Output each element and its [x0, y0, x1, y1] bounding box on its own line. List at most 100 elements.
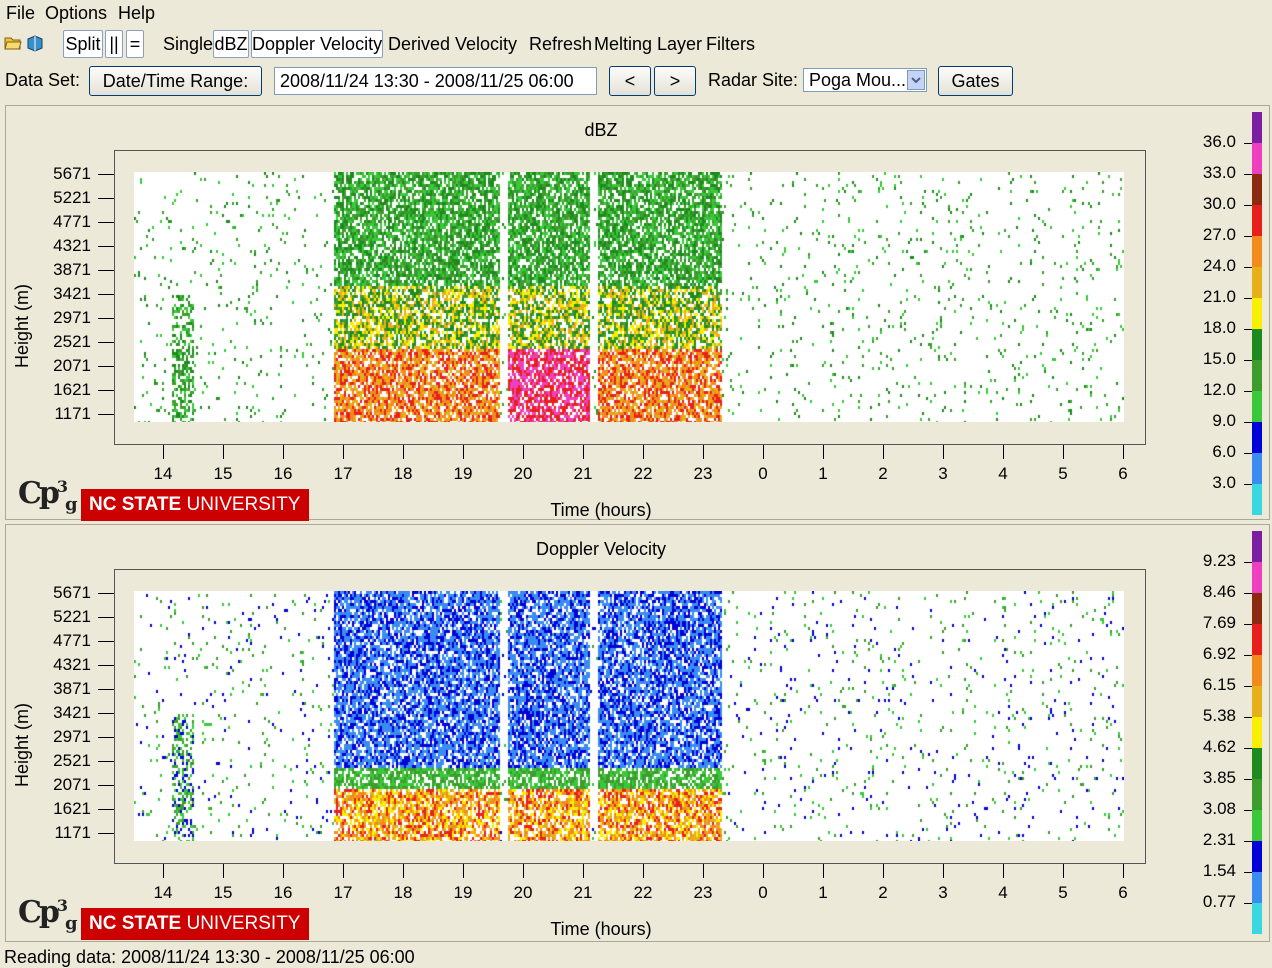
y-tick-label: 3871	[53, 679, 91, 698]
open-folder-icon[interactable]	[4, 34, 22, 52]
colorbar-segment	[1252, 484, 1262, 515]
colorbar-segment	[1252, 236, 1262, 267]
radar-site-label: Radar Site:	[708, 70, 799, 90]
y-tick-label: 1171	[54, 404, 91, 423]
x-tick-label: 14	[153, 464, 173, 483]
colorbar-label: 6.0	[1212, 442, 1236, 461]
date-time-range-button[interactable]: Date/Time Range:	[89, 66, 262, 96]
x-tick-mark	[1063, 864, 1064, 878]
menu-help[interactable]: Help	[118, 3, 156, 23]
next-button[interactable]: >	[654, 66, 696, 96]
colorbar-tick	[1244, 329, 1252, 330]
colorbar-tick	[1244, 686, 1252, 687]
x-tick-mark	[823, 445, 824, 459]
colorbar-segment	[1252, 329, 1262, 360]
refresh-button[interactable]: Refresh	[529, 34, 593, 54]
y-tick-mark	[98, 809, 114, 810]
y-tick-label: 5221	[53, 607, 91, 626]
date-time-range-field[interactable]: 2008/11/24 13:30 - 2008/11/25 06:00	[274, 67, 597, 95]
derived-velocity-button[interactable]: Derived Velocity	[388, 34, 518, 54]
colorbar-label: 8.46	[1202, 582, 1236, 601]
colorbar-label: 33.0	[1202, 163, 1236, 182]
horizontal-split-button[interactable]: =	[126, 30, 144, 58]
x-tick-mark	[163, 445, 164, 459]
x-tick-label: 16	[273, 464, 293, 483]
filters-button[interactable]: Filters	[706, 34, 755, 54]
y-tick-mark	[98, 414, 114, 415]
y-tick-label: 4321	[53, 236, 91, 255]
colorbar-label: 0.77	[1202, 892, 1236, 911]
x-tick-mark	[763, 445, 764, 459]
vertical-split-button[interactable]: ||	[105, 30, 123, 58]
dbz-panel: dBZ 5671 5221 4771 4321 3871 3421 2971 2521 2071…	[5, 105, 1270, 521]
y-tick-mark	[98, 785, 114, 786]
y-tick-mark	[98, 737, 114, 738]
colorbar-label: 6.92	[1202, 644, 1236, 663]
y-tick-label: 1621	[53, 799, 91, 818]
colorbar-tick	[1244, 267, 1252, 268]
ncsu-logo: NC STATE UNIVERSITY	[81, 908, 309, 940]
dbz-y-axis-label: Height (m)	[12, 283, 32, 368]
colorbar-segment	[1252, 717, 1262, 748]
doppler-y-axis-label: Height (m)	[12, 702, 32, 787]
y-tick-label: 2521	[53, 332, 91, 351]
dbz-button[interactable]: dBZ	[213, 30, 249, 58]
doppler-heatmap	[134, 591, 1124, 841]
toolbar: Split || = Single dBZ Doppler Velocity D…	[0, 30, 1272, 60]
colorbar-segment	[1252, 593, 1262, 624]
book-icon[interactable]	[26, 34, 44, 52]
menu-file[interactable]: File	[6, 3, 36, 23]
x-tick-label: 22	[633, 464, 653, 483]
colorbar-tick	[1244, 748, 1252, 749]
x-tick-label: 15	[213, 464, 233, 483]
y-tick-label: 5221	[53, 188, 91, 207]
x-tick-label: 1	[818, 464, 828, 483]
x-tick-mark	[523, 445, 524, 459]
colorbar-tick	[1244, 717, 1252, 718]
single-button[interactable]: Single	[163, 34, 214, 54]
split-button[interactable]: Split	[63, 30, 103, 58]
colorbar-tick	[1244, 841, 1252, 842]
colorbar-segment	[1252, 143, 1262, 174]
doppler-plot-area[interactable]	[134, 591, 1124, 841]
doppler-velocity-button[interactable]: Doppler Velocity	[251, 30, 383, 58]
y-tick-mark	[98, 761, 114, 762]
colorbar-segment	[1252, 748, 1262, 779]
x-tick-label: 5	[1058, 464, 1068, 483]
chevron-down-icon[interactable]	[907, 70, 925, 90]
radar-site-select[interactable]: Poga Mou...	[803, 68, 927, 92]
colorbar-label: 2.31	[1202, 830, 1236, 849]
x-tick-label: 2	[878, 883, 888, 902]
x-tick-mark	[163, 864, 164, 878]
colorbar-tick	[1244, 143, 1252, 144]
x-tick-label: 15	[213, 883, 233, 902]
colorbar-segment	[1252, 112, 1262, 143]
colorbar-tick	[1244, 593, 1252, 594]
gates-button[interactable]: Gates	[938, 66, 1013, 96]
menu-options[interactable]: Options	[45, 3, 108, 23]
y-tick-mark	[98, 366, 114, 367]
dbz-plot-area[interactable]	[134, 172, 1124, 422]
x-tick-mark	[1003, 445, 1004, 459]
colorbar-label: 18.0	[1202, 318, 1236, 337]
x-tick-label: 18	[393, 883, 413, 902]
x-tick-label: 18	[393, 464, 413, 483]
colorbar-segment	[1252, 624, 1262, 655]
x-tick-label: 0	[758, 464, 768, 483]
previous-button[interactable]: <	[609, 66, 651, 96]
colorbar-tick	[1244, 391, 1252, 392]
melting-layer-button[interactable]: Melting Layer	[594, 34, 703, 54]
colorbar-label: 1.54	[1202, 861, 1236, 880]
colorbar-segment	[1252, 360, 1262, 391]
y-tick-label: 5671	[53, 583, 91, 602]
y-tick-label: 2521	[53, 751, 91, 770]
x-tick-label: 3	[938, 883, 948, 902]
x-tick-mark	[823, 864, 824, 878]
y-tick-mark	[98, 689, 114, 690]
x-tick-mark	[1003, 864, 1004, 878]
x-tick-label: 19	[453, 883, 473, 902]
colorbar-tick	[1244, 655, 1252, 656]
colorbar-segment	[1252, 267, 1262, 298]
x-tick-label: 0	[758, 883, 768, 902]
x-tick-label: 6	[1118, 883, 1128, 902]
